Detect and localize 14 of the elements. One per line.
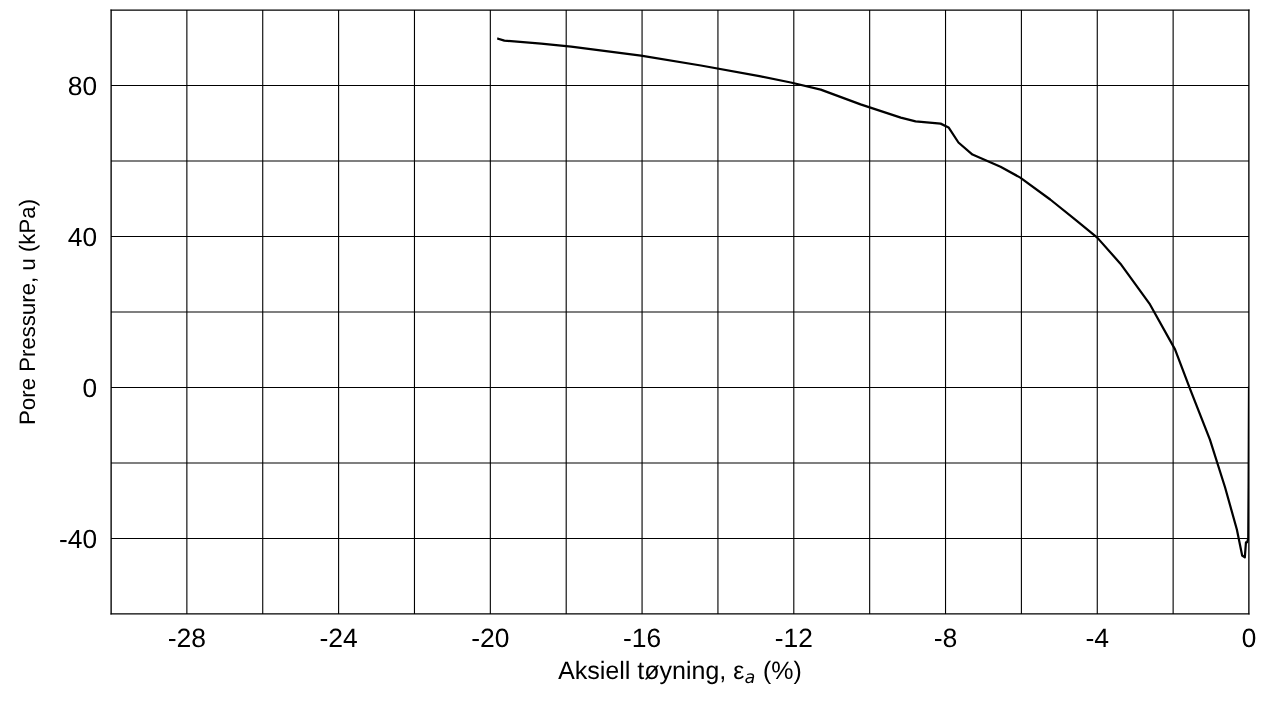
x-tick-label: -4 [1086, 628, 1109, 648]
x-tick-label: -16 [624, 628, 660, 648]
x-tick-label: -24 [320, 628, 357, 648]
x-tick-label: -20 [472, 628, 509, 648]
x-tick-label: 0 [1242, 628, 1256, 648]
x-tick-label: -28 [168, 628, 205, 648]
y-tick-label: 0 [83, 378, 97, 398]
y-tick-label: -40 [60, 529, 97, 549]
y-axis-title: Pore Pressure, u (kPa) [18, 200, 40, 424]
x-tick-label: -12 [775, 628, 812, 648]
x-axis-title: Aksiell tøyning, ε$_{a}$ (%) [558, 660, 801, 685]
y-tick-label: 40 [68, 227, 97, 247]
y-tick-label: 80 [68, 76, 97, 96]
x-tick-label: -8 [934, 628, 957, 648]
